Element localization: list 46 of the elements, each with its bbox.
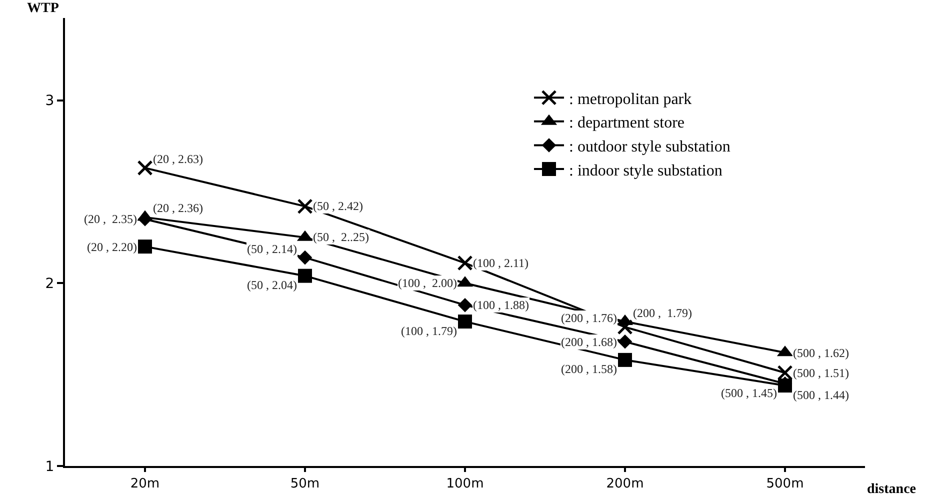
data-label: (50 , 2..25)	[313, 230, 369, 244]
point	[618, 352, 632, 367]
legend-label: : outdoor style substation	[569, 138, 730, 156]
y-tick-label: 1	[45, 458, 54, 475]
data-label: (20 , 2.35)	[84, 212, 137, 226]
point	[458, 298, 472, 312]
legend-label: : metropolitan park	[569, 90, 692, 108]
data-label: (100 , 2.00)	[398, 276, 457, 290]
point	[298, 250, 312, 265]
y-tick-label: 3	[45, 93, 54, 110]
x-tick-label: 200m	[606, 476, 644, 492]
point	[137, 160, 153, 176]
point	[298, 268, 312, 283]
data-label: (200 , 1.79)	[633, 306, 692, 320]
data-label: (100 , 1.88)	[473, 298, 529, 312]
y-tick-label: 2	[45, 276, 54, 292]
point	[457, 255, 473, 271]
data-label: (500 , 1.44)	[793, 388, 849, 402]
x-tick-label: 50m	[290, 476, 320, 492]
data-label: (50 , 2.04)	[247, 278, 297, 292]
data-label: (20 , 2.63)	[153, 152, 203, 166]
point	[458, 314, 472, 329]
data-label: (200 , 1.68)	[561, 335, 617, 349]
point	[617, 319, 633, 335]
data-label: (50 , 2.14)	[247, 242, 297, 256]
point	[138, 240, 152, 254]
data-label: (100 , 1.79)	[401, 324, 457, 338]
x-tick-label: 100m	[446, 476, 484, 492]
point	[777, 364, 793, 380]
data-label: (200 , 1.58)	[561, 362, 617, 376]
point	[297, 198, 313, 214]
data-label: (20 , 2.20)	[87, 240, 137, 254]
x-axis-title: distance	[867, 482, 916, 497]
data-label: (500 , 1.51)	[793, 366, 849, 380]
legend-label: : indoor style substation	[569, 162, 722, 180]
data-label: (50 , 2.42)	[313, 199, 363, 213]
y-axis-title: WTP	[27, 1, 60, 16]
data-label: (200 , 1.76)	[561, 311, 617, 325]
point	[618, 334, 632, 349]
data-label: (500 , 1.45)	[721, 386, 777, 400]
data-label: (100 , 2.11)	[473, 256, 529, 270]
data-label: (500 , 1.62)	[793, 346, 849, 360]
x-tick-label: 500m	[766, 476, 804, 492]
x-tick-label: 20m	[130, 476, 160, 492]
data-label: (20 , 2.36)	[153, 201, 203, 215]
legend-label: : department store	[569, 114, 685, 132]
